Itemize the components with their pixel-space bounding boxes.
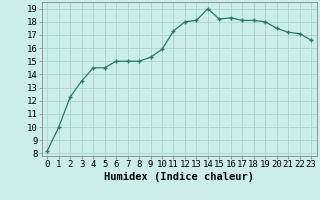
X-axis label: Humidex (Indice chaleur): Humidex (Indice chaleur) — [104, 172, 254, 182]
